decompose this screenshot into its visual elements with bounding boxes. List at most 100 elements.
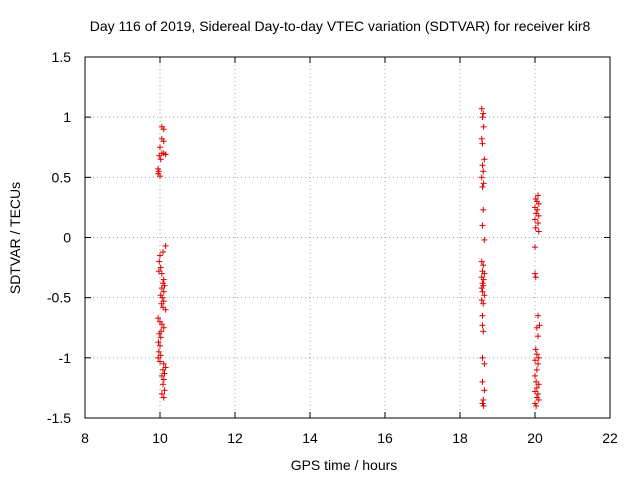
data-point [155,339,162,346]
data-point [532,346,539,353]
data-point [158,372,165,379]
data-point [158,270,165,277]
data-point [480,328,487,335]
data-point [478,174,485,181]
data-point [532,224,539,231]
data-point [480,206,487,213]
data-point [533,324,540,331]
data-point [157,156,164,163]
axis-ticks: 8 10 12 14 16 18 20 22 1.5 1 0.5 0 -0.5 -1 -1.5 [47,49,618,446]
data-point [535,390,541,397]
data-point [156,152,163,159]
data-point [532,270,538,277]
y-tick-label: 0 [63,230,71,246]
data-point [532,274,539,281]
plot-frame [84,56,611,419]
data-point [479,322,486,329]
x-tick-label: 14 [302,430,318,446]
x-tick-label: 8 [81,430,89,446]
data-point [535,212,542,219]
data-point [479,354,486,361]
data-point [480,402,487,409]
data-point [157,252,163,259]
data-point [160,394,167,401]
data-point [156,258,163,265]
data-point [478,105,485,112]
data-point [162,242,169,249]
chart-title: Day 116 of 2019, Sidereal Day-to-day VTE… [90,18,591,34]
data-point [535,354,542,361]
data-point [158,390,165,397]
y-tick-label: 0.5 [52,169,72,185]
y-tick-label: 1 [63,109,71,125]
data-point [479,312,486,319]
data-point [161,387,168,394]
x-tick-label: 20 [527,430,543,446]
data-point [532,216,538,223]
data-point [532,357,538,364]
data-point [481,270,488,277]
data-point [535,192,541,199]
data-point [158,285,165,292]
data-point [157,173,163,180]
data-point [481,156,488,163]
data-point [158,321,165,328]
data-point [481,292,488,299]
data-point [535,381,542,388]
data-point [535,396,542,403]
y-tick-label: -1.5 [47,410,71,426]
x-tick-label: 12 [227,430,243,446]
data-point [479,183,486,190]
data-point [481,360,488,367]
data-point [480,110,487,117]
data-point [535,220,541,227]
data-point [160,248,166,255]
data-point [480,276,487,283]
data-point [155,354,162,361]
data-point [481,387,488,394]
data-point [479,288,486,295]
y-tick-label: 1.5 [52,49,72,65]
data-point [160,381,166,388]
data-point [155,315,162,322]
x-tick-label: 16 [377,430,393,446]
data-point [478,258,485,265]
data-point [480,396,487,403]
data-point [479,114,486,121]
data-point [479,140,486,147]
data-point [479,162,486,169]
data-point [157,264,164,271]
data-point [534,206,541,213]
data-point [480,262,487,269]
data-point [535,200,542,207]
data-point [160,126,167,133]
data-point [160,376,167,383]
data-point [162,151,169,158]
data-point [160,360,167,367]
data-point [159,294,166,301]
x-tick-label: 10 [152,430,168,446]
data-point [535,333,541,340]
data-point [160,276,167,283]
data-point [160,324,167,331]
data-point [158,300,165,307]
data-point [533,351,540,358]
data-point [479,222,486,229]
x-axis-label: GPS time / hours [291,457,398,473]
data-point [155,348,162,355]
data-point [535,312,541,319]
data-point [480,180,487,187]
data-point [535,228,542,235]
data-point [480,123,487,130]
data-point [157,358,163,365]
data-point [157,342,163,349]
y-tick-label: -0.5 [47,290,71,306]
data-points [155,105,543,409]
data-point [479,378,486,385]
data-point [160,366,166,373]
data-point [532,244,538,251]
data-point [156,330,163,337]
data-point [478,285,485,292]
data-point [478,297,485,304]
